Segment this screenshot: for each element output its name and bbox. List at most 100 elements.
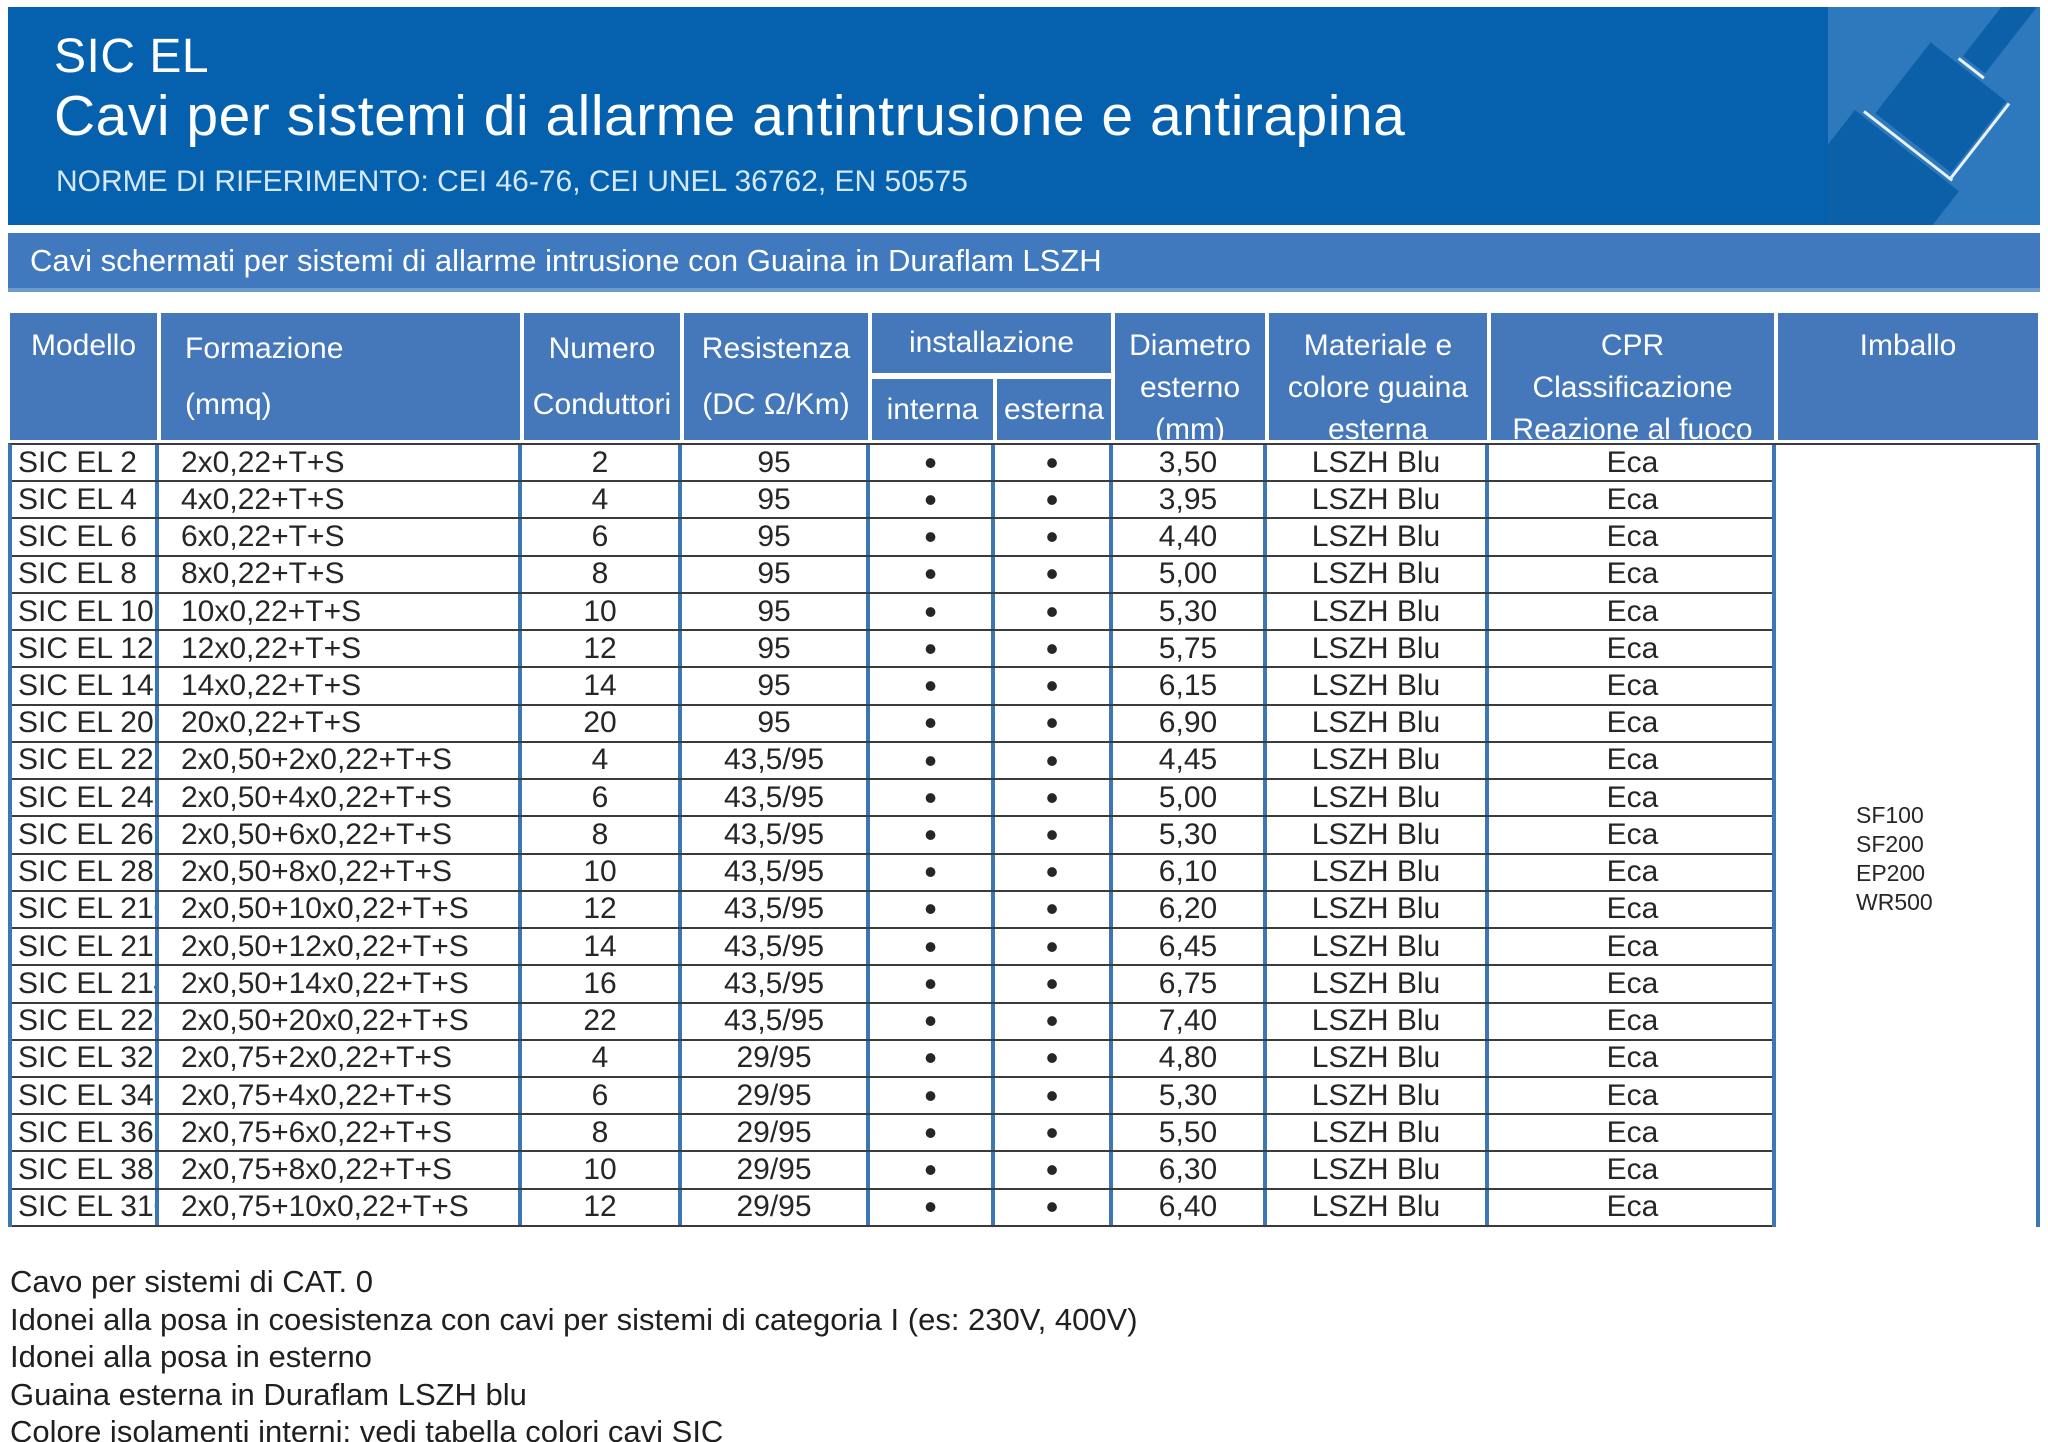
table-body: SIC EL 2 2x0,22+T+S 2 95 • • 3,50 LSZH B… xyxy=(8,443,2040,1227)
cell-materiale: LSZH Blu xyxy=(1267,482,1489,518)
cell-conduttori: 14 xyxy=(522,929,682,965)
cell-installazione-interna: • xyxy=(870,1115,995,1151)
cell-formazione: 20x0,22+T+S xyxy=(159,705,522,741)
cell-formazione: 14x0,22+T+S xyxy=(159,668,522,704)
cell-installazione-interna: • xyxy=(870,482,995,518)
table-row: SIC EL 310 2x0,75+10x0,22+T+S 12 29/95 •… xyxy=(12,1189,2036,1227)
cell-materiale: LSZH Blu xyxy=(1267,1115,1489,1151)
cell-formazione: 2x0,50+10x0,22+T+S xyxy=(159,891,522,928)
cell-installazione-esterna: • xyxy=(995,1040,1113,1076)
table-row: SIC EL 210 2x0,50+10x0,22+T+S 12 43,5/95… xyxy=(12,891,2036,930)
cell-resistenza: 43,5/95 xyxy=(682,1003,870,1039)
cell-installazione-interna: • xyxy=(870,668,995,704)
cell-formazione: 10x0,22+T+S xyxy=(159,593,522,630)
cell-conduttori: 12 xyxy=(522,891,682,928)
note-line: Idonei alla posa in coesistenza con cavi… xyxy=(10,1301,1138,1337)
cell-materiale: LSZH Blu xyxy=(1267,854,1489,890)
cell-diametro: 4,40 xyxy=(1113,519,1267,555)
cell-diametro: 6,75 xyxy=(1113,966,1267,1002)
cell-installazione-esterna: • xyxy=(995,780,1113,816)
cell-conduttori: 22 xyxy=(522,1003,682,1039)
cell-installazione-esterna: • xyxy=(995,1115,1113,1151)
cell-materiale: LSZH Blu xyxy=(1267,780,1489,816)
cell-installazione-interna: • xyxy=(870,1003,995,1039)
table-row: SIC EL 36 2x0,75+6x0,22+T+S 8 29/95 • • … xyxy=(12,1115,2036,1153)
cell-conduttori: 8 xyxy=(522,1115,682,1151)
cell-modello: SIC EL 20 xyxy=(12,705,159,741)
cell-formazione: 2x0,22+T+S xyxy=(159,445,522,481)
cell-installazione-esterna: • xyxy=(995,1152,1113,1188)
cell-installazione-esterna: • xyxy=(995,742,1113,779)
cell-installazione-esterna: • xyxy=(995,445,1113,481)
cell-formazione: 2x0,75+6x0,22+T+S xyxy=(159,1115,522,1151)
imballo-option: SF200 xyxy=(1856,831,1924,857)
cell-cpr: Eca xyxy=(1606,1153,1659,1187)
cell-installazione-esterna: • xyxy=(995,556,1113,592)
cell-resistenza: 43,5/95 xyxy=(682,780,870,816)
cell-installazione-esterna: • xyxy=(995,593,1113,630)
cell-installazione-interna: • xyxy=(870,891,995,928)
cell-modello: SIC EL 12 xyxy=(12,631,159,667)
cell-cpr: Eca xyxy=(1606,557,1659,591)
cell-diametro: 4,80 xyxy=(1113,1040,1267,1076)
cell-diametro: 5,30 xyxy=(1113,817,1267,853)
cell-modello: SIC EL 2 xyxy=(12,445,159,481)
cell-installazione-interna: • xyxy=(870,966,995,1002)
cell-installazione-interna: • xyxy=(870,1152,995,1188)
cell-materiale: LSZH Blu xyxy=(1267,1189,1489,1225)
table-row: SIC EL 220 2x0,50+20x0,22+T+S 22 43,5/95… xyxy=(12,1003,2036,1041)
cell-conduttori: 20 xyxy=(522,705,682,741)
cell-modello: SIC EL 220 xyxy=(12,1003,159,1039)
cell-installazione-esterna: • xyxy=(995,929,1113,965)
col-header-materiale: Materiale e colore guaina esterna xyxy=(1269,313,1487,446)
cell-formazione: 12x0,22+T+S xyxy=(159,631,522,667)
table-row: SIC EL 12 12x0,22+T+S 12 95 • • 5,75 LSZ… xyxy=(12,631,2036,669)
cell-cpr: Eca xyxy=(1606,1004,1659,1038)
cell-diametro: 5,75 xyxy=(1113,631,1267,667)
cell-materiale: LSZH Blu xyxy=(1267,891,1489,928)
cell-modello: SIC EL 10 xyxy=(12,593,159,630)
cell-cpr: Eca xyxy=(1606,1078,1659,1112)
header-banner: SIC EL Cavi per sistemi di allarme antin… xyxy=(8,7,2040,225)
cell-installazione-esterna: • xyxy=(995,1189,1113,1225)
cell-modello: SIC EL 310 xyxy=(12,1189,159,1225)
cell-diametro: 3,50 xyxy=(1113,445,1267,481)
cell-formazione: 2x0,75+4x0,22+T+S xyxy=(159,1077,522,1114)
cell-modello: SIC EL 14 xyxy=(12,668,159,704)
cell-installazione-interna: • xyxy=(870,1189,995,1225)
col-header-numero-conduttori: Numero Conduttori xyxy=(524,313,680,440)
cell-installazione-interna: • xyxy=(870,780,995,816)
table-row: SIC EL 22 2x0,50+2x0,22+T+S 4 43,5/95 • … xyxy=(12,742,2036,781)
cell-cpr: Eca xyxy=(1606,743,1659,777)
cell-installazione-esterna: • xyxy=(995,1003,1113,1039)
col-header-formazione: Formazione (mmq) xyxy=(161,313,520,440)
cell-modello: SIC EL 8 xyxy=(12,556,159,592)
cell-resistenza: 95 xyxy=(682,705,870,741)
cell-cpr: Eca xyxy=(1606,1041,1659,1075)
cell-conduttori: 6 xyxy=(522,519,682,555)
cell-cpr: Eca xyxy=(1606,929,1659,963)
cell-modello: SIC EL 214 xyxy=(12,966,159,1002)
cell-diametro: 7,40 xyxy=(1113,1003,1267,1039)
cell-installazione-esterna: • xyxy=(995,817,1113,853)
cell-installazione-interna: • xyxy=(870,631,995,667)
cell-installazione-esterna: • xyxy=(995,705,1113,741)
cell-installazione-interna: • xyxy=(870,929,995,965)
cell-conduttori: 12 xyxy=(522,1189,682,1225)
cell-materiale: LSZH Blu xyxy=(1267,966,1489,1002)
cell-materiale: LSZH Blu xyxy=(1267,593,1489,630)
table-row: SIC EL 214 2x0,50+14x0,22+T+S 16 43,5/95… xyxy=(12,966,2036,1004)
imballo-option: EP200 xyxy=(1856,860,1926,886)
cell-modello: SIC EL 34 xyxy=(12,1077,159,1114)
cell-materiale: LSZH Blu xyxy=(1267,1003,1489,1039)
cell-installazione-esterna: • xyxy=(995,966,1113,1002)
cell-diametro: 6,15 xyxy=(1113,668,1267,704)
cell-cpr: Eca xyxy=(1606,631,1659,665)
col-header-interna: interna xyxy=(872,379,993,440)
cell-materiale: LSZH Blu xyxy=(1267,742,1489,779)
table-row: SIC EL 34 2x0,75+4x0,22+T+S 6 29/95 • • … xyxy=(12,1077,2036,1116)
cell-materiale: LSZH Blu xyxy=(1267,668,1489,704)
cell-installazione-interna: • xyxy=(870,705,995,741)
cable-connector-icon xyxy=(1828,7,2040,225)
cell-resistenza: 29/95 xyxy=(682,1115,870,1151)
